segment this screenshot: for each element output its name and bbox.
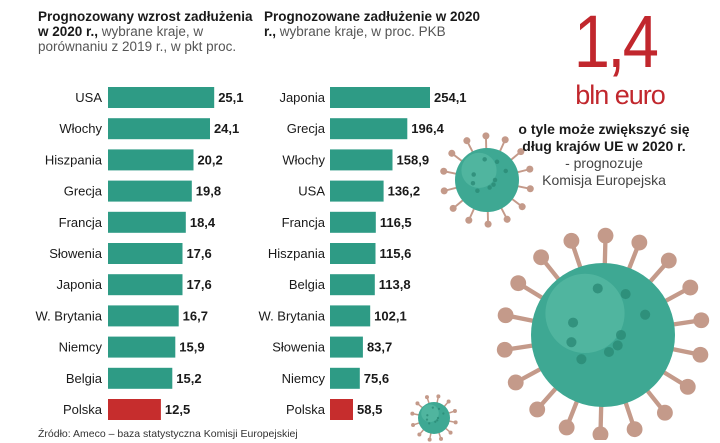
growth-category-label: Słowenia <box>49 246 103 261</box>
headline-description: o tyle może zwiększyć się dług krajów UE… <box>490 121 718 189</box>
debt-category-label: W. Brytania <box>259 308 326 323</box>
debt-category-label: Słowenia <box>272 340 326 355</box>
debt-category-label: USA <box>298 184 325 199</box>
debt-category-label: Grecja <box>287 121 326 136</box>
virus-medium-illustration <box>440 132 534 228</box>
growth-value-label: 15,9 <box>179 340 204 355</box>
growth-value-label: 19,8 <box>196 184 221 199</box>
growth-bar-5 <box>108 243 183 264</box>
debt-category-label: Japonia <box>279 90 325 105</box>
growth-bar-10 <box>108 399 161 420</box>
growth-category-label: Hiszpania <box>45 152 103 167</box>
growth-value-label: 15,2 <box>176 371 201 386</box>
growth-category-label: W. Brytania <box>36 308 103 323</box>
growth-bar-6 <box>108 274 183 296</box>
debt-category-label: Francja <box>282 215 326 230</box>
debt-value-label: 196,4 <box>411 121 444 136</box>
debt-value-label: 136,2 <box>388 184 421 199</box>
debt-value-label: 113,8 <box>379 277 411 292</box>
virus-shape <box>496 227 710 440</box>
growth-bar-3 <box>108 180 192 202</box>
debt-chart: Japonia 254,1 Grecja 196,4 Włochy 158,9 USA 136… <box>259 87 467 420</box>
growth-bar-8 <box>108 336 176 358</box>
growth-bar-1 <box>108 118 210 140</box>
growth-category-label: USA <box>75 90 102 105</box>
debt-bar-6 <box>330 274 375 296</box>
debt-bar-3 <box>330 180 384 202</box>
debt-bar-8 <box>330 336 363 358</box>
growth-category-label: Francja <box>59 215 103 230</box>
debt-category-label: Belgia <box>289 277 326 292</box>
virus-small-illustration <box>410 394 458 442</box>
debt-value-label: 83,7 <box>367 340 392 355</box>
debt-value-label: 254,1 <box>434 90 467 105</box>
debt-category-label: Niemcy <box>282 371 326 386</box>
virus-shape <box>410 394 458 442</box>
debt-bar-4 <box>330 211 376 233</box>
debt-bar-7 <box>330 305 371 327</box>
description-line-4: Komisja Europejska <box>542 172 666 188</box>
description-line-1: o tyle może zwiększyć się <box>518 121 690 137</box>
growth-bar-2 <box>108 149 194 171</box>
debt-value-label: 75,6 <box>364 371 389 386</box>
debt-bar-10 <box>330 399 353 420</box>
growth-value-label: 12,5 <box>165 402 190 417</box>
growth-value-label: 25,1 <box>218 90 243 105</box>
growth-chart: USA 25,1 Włochy 24,1 Hiszpania 20,2 Grecja 19,8… <box>36 87 244 420</box>
growth-value-label: 16,7 <box>183 308 208 323</box>
debt-bar-9 <box>330 367 360 389</box>
right-chart-title: Prognozowane zadłużenie w 2020 r., wybra… <box>264 9 481 39</box>
left-chart-title: Prognozowany wzrost zadłużenia w 2020 r.… <box>38 9 253 54</box>
growth-value-label: 20,2 <box>197 152 222 167</box>
debt-bar-0 <box>330 87 430 108</box>
debt-value-label: 158,9 <box>397 152 430 167</box>
growth-value-label: 17,6 <box>186 277 211 292</box>
growth-bar-0 <box>108 87 215 108</box>
debt-bar-1 <box>330 118 408 140</box>
growth-value-label: 17,6 <box>186 246 211 261</box>
debt-value-label: 115,6 <box>379 246 411 261</box>
debt-value-label: 58,5 <box>357 402 382 417</box>
debt-bar-5 <box>330 243 376 264</box>
growth-category-label: Belgia <box>66 371 103 386</box>
growth-category-label: Włochy <box>59 121 102 136</box>
growth-category-label: Japonia <box>56 277 102 292</box>
debt-category-label: Włochy <box>282 152 325 167</box>
source-note: Źródło: Ameco – baza statystyczna Komisj… <box>38 428 298 440</box>
headline-unit: bln euro <box>575 80 666 110</box>
headline-number: 1,4 <box>573 0 659 83</box>
growth-bar-9 <box>108 367 173 389</box>
virus-shape <box>440 132 534 228</box>
growth-bar-4 <box>108 211 186 233</box>
growth-value-label: 24,1 <box>214 121 239 136</box>
virus-large-illustration <box>496 227 710 440</box>
growth-bar-7 <box>108 305 179 327</box>
growth-value-label: 18,4 <box>190 215 216 230</box>
description-line-3: - prognozuje <box>565 155 643 171</box>
growth-category-label: Grecja <box>64 184 103 199</box>
debt-bar-2 <box>330 149 393 171</box>
debt-value-label: 116,5 <box>380 215 412 230</box>
debt-category-label: Hiszpania <box>268 246 326 261</box>
growth-category-label: Polska <box>63 402 103 417</box>
debt-value-label: 102,1 <box>374 308 407 323</box>
growth-category-label: Niemcy <box>59 340 103 355</box>
debt-category-label: Polska <box>286 402 326 417</box>
description-line-2: dług krajów UE w 2020 r. <box>522 138 686 154</box>
